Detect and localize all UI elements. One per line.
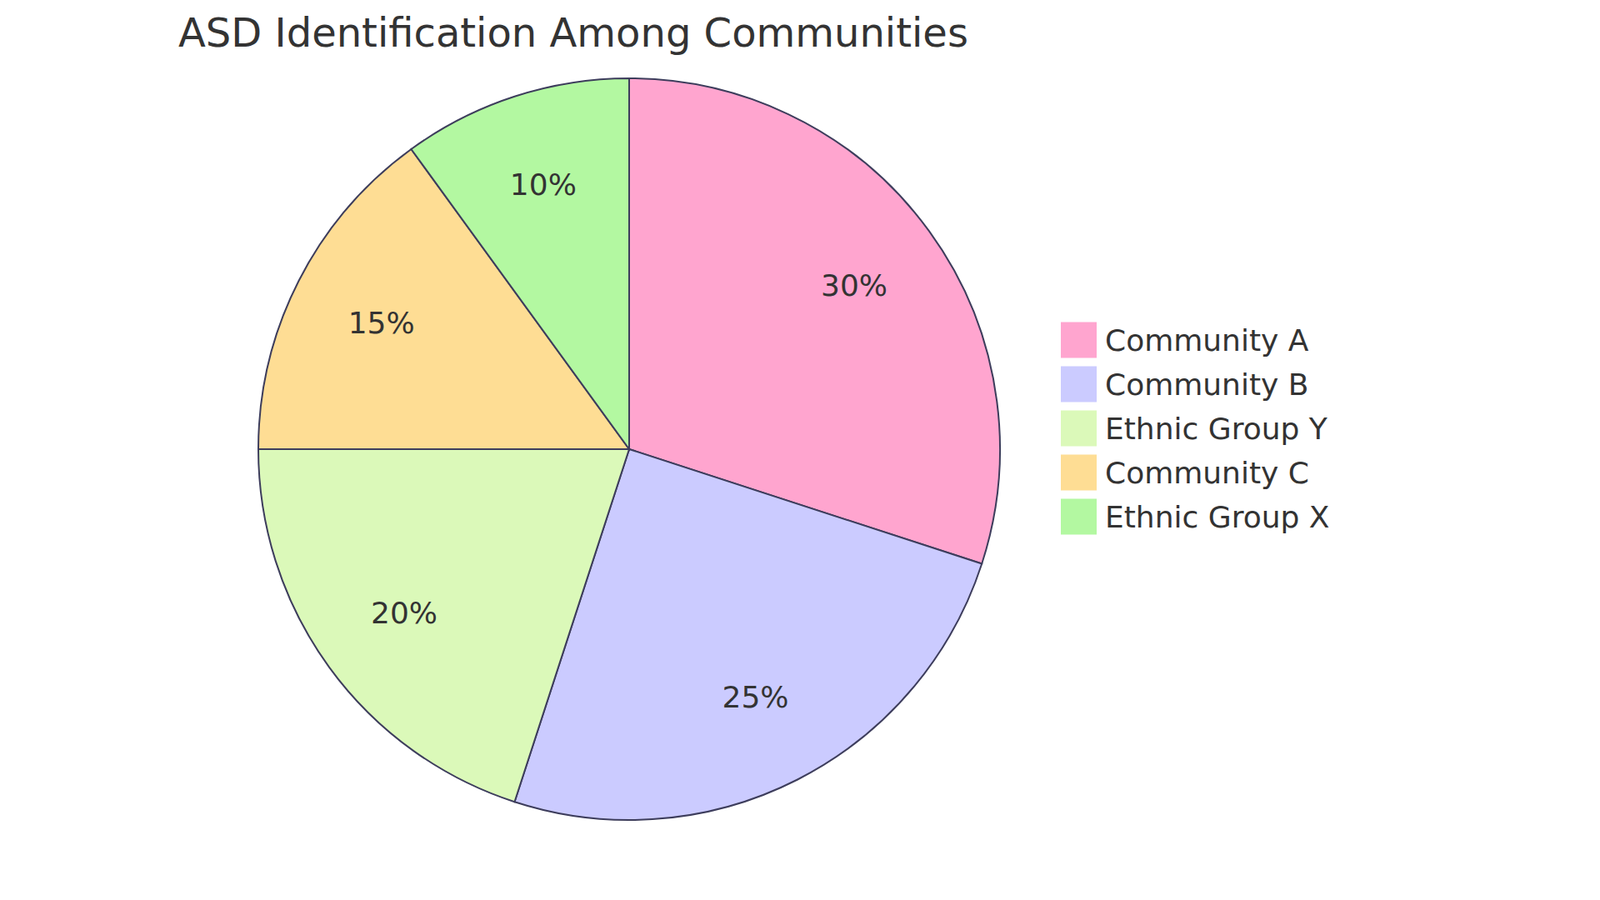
data-label: 25% — [722, 680, 790, 715]
legend-item: Ethnic Group X — [1060, 499, 1330, 535]
legend-item: Community C — [1060, 455, 1310, 491]
legend-item: Ethnic Group Y — [1060, 410, 1329, 447]
slice — [410, 78, 630, 450]
legend-swatch — [1060, 322, 1097, 359]
data-label: 20% — [370, 595, 438, 630]
legend-item: Community B — [1060, 366, 1310, 403]
legend-label: Ethnic Group X — [1105, 500, 1330, 535]
data-label: 10% — [510, 167, 577, 202]
legend-label: Community B — [1105, 367, 1310, 402]
legend-swatch — [1060, 499, 1097, 535]
data-label: 15% — [348, 305, 415, 340]
data-labels: 30% 25% 20% 15% 10% — [348, 167, 888, 715]
slice — [258, 449, 630, 802]
pie — [258, 78, 1000, 820]
title: ASD Identification Among Communities — [178, 9, 969, 56]
legend-swatch — [1060, 455, 1097, 491]
legend-swatch — [1060, 410, 1097, 447]
data-label: 30% — [820, 268, 888, 303]
legend: Community A Community B Ethnic Group Y Comm… — [1060, 322, 1330, 535]
legend-label: Ethnic Group Y — [1105, 411, 1329, 446]
legend-swatch — [1060, 366, 1097, 403]
legend-label: Community C — [1105, 455, 1310, 490]
chart: ASD Identification Among Communities 30% 2… — [0, 0, 1600, 900]
legend-label: Community A — [1105, 323, 1310, 358]
legend-item: Community A — [1060, 322, 1310, 359]
